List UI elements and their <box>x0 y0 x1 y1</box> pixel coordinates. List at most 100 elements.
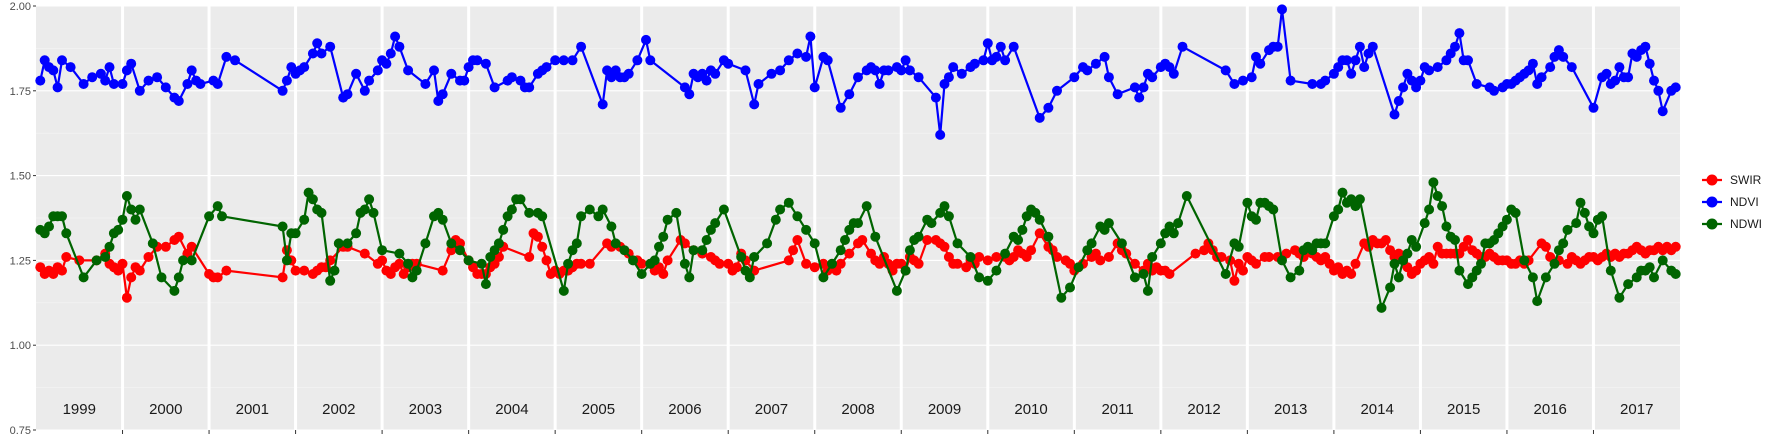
year-label: 2006 <box>668 401 701 418</box>
data-point <box>1034 228 1045 239</box>
data-point <box>991 51 1002 62</box>
data-point <box>822 55 833 66</box>
legend-item: SWIR <box>1702 173 1762 187</box>
data-point <box>152 72 163 83</box>
data-point <box>870 231 881 242</box>
data-point <box>126 272 137 283</box>
data-point <box>723 58 734 69</box>
data-point <box>697 245 708 256</box>
data-point <box>1393 96 1404 106</box>
data-point <box>1268 204 1279 215</box>
data-point <box>1350 258 1361 269</box>
data-point <box>1147 252 1158 262</box>
data-point <box>1540 272 1551 283</box>
data-point <box>753 79 764 89</box>
data-point <box>1437 201 1448 212</box>
data-point <box>130 214 141 225</box>
data-point <box>1138 82 1149 93</box>
data-point <box>1614 62 1625 73</box>
data-point <box>1389 258 1400 269</box>
data-point <box>766 68 777 79</box>
data-point <box>1242 197 1253 208</box>
data-point <box>1013 235 1024 245</box>
data-point <box>277 221 288 232</box>
series-lines <box>35 4 1681 313</box>
data-point <box>113 224 124 235</box>
year-label: 2003 <box>409 401 442 418</box>
data-point <box>1052 85 1062 96</box>
data-point <box>1008 41 1019 52</box>
data-point <box>991 252 1002 262</box>
data-point <box>186 241 197 252</box>
data-point <box>1579 207 1590 218</box>
data-point <box>1095 255 1106 266</box>
data-point <box>385 48 396 59</box>
data-point <box>576 211 587 222</box>
data-point <box>943 72 954 83</box>
data-point <box>1168 68 1179 79</box>
data-point <box>991 265 1002 276</box>
legend-item: NDVI <box>1702 195 1759 209</box>
year-label: 2008 <box>841 401 874 418</box>
data-point <box>714 258 725 269</box>
data-point <box>1043 102 1054 113</box>
data-point <box>1272 41 1283 52</box>
data-point <box>1566 62 1577 73</box>
data-point <box>1549 258 1560 269</box>
data-point <box>57 55 67 66</box>
data-point <box>978 55 989 66</box>
data-point <box>1333 204 1344 215</box>
data-point <box>896 65 907 76</box>
data-point <box>524 82 535 93</box>
year-label: 2000 <box>149 401 182 418</box>
data-point <box>221 265 232 276</box>
data-point <box>1670 241 1681 252</box>
data-point <box>178 255 189 266</box>
data-point <box>801 224 812 235</box>
data-point <box>182 79 193 89</box>
data-point <box>844 248 855 259</box>
data-point <box>1428 177 1439 188</box>
data-point <box>143 252 154 262</box>
data-point <box>1220 269 1231 279</box>
data-point <box>1415 75 1426 86</box>
data-point <box>792 48 803 59</box>
data-point <box>1588 102 1599 113</box>
data-point <box>1536 72 1547 83</box>
y-tick-label: 0.75 <box>10 425 31 437</box>
data-point <box>1017 224 1028 235</box>
year-label: 2004 <box>495 401 528 418</box>
data-point <box>1000 248 1011 259</box>
data-point <box>537 211 548 222</box>
data-point <box>359 85 370 96</box>
data-point <box>922 235 933 245</box>
data-point <box>965 252 976 262</box>
data-point <box>1501 214 1512 225</box>
data-point <box>126 58 137 69</box>
data-point <box>104 62 115 73</box>
data-point <box>204 211 215 222</box>
data-point <box>230 55 240 66</box>
data-point <box>173 96 184 106</box>
data-point <box>1380 235 1391 245</box>
data-point <box>861 201 872 212</box>
data-point <box>1229 79 1240 89</box>
data-point <box>853 72 863 83</box>
data-point <box>1558 51 1569 62</box>
data-point <box>35 75 46 86</box>
data-point <box>576 41 587 52</box>
data-point <box>701 75 712 86</box>
data-point <box>1476 258 1486 269</box>
data-point <box>368 207 379 218</box>
year-label: 2015 <box>1447 401 1480 418</box>
data-point <box>61 228 72 239</box>
data-point <box>480 58 491 69</box>
data-point <box>731 262 742 273</box>
data-point <box>394 258 405 269</box>
data-point <box>563 258 574 269</box>
data-point <box>1129 272 1140 283</box>
data-point <box>78 272 89 283</box>
data-point <box>623 68 634 79</box>
data-point <box>1670 82 1681 93</box>
data-point <box>1402 248 1413 259</box>
